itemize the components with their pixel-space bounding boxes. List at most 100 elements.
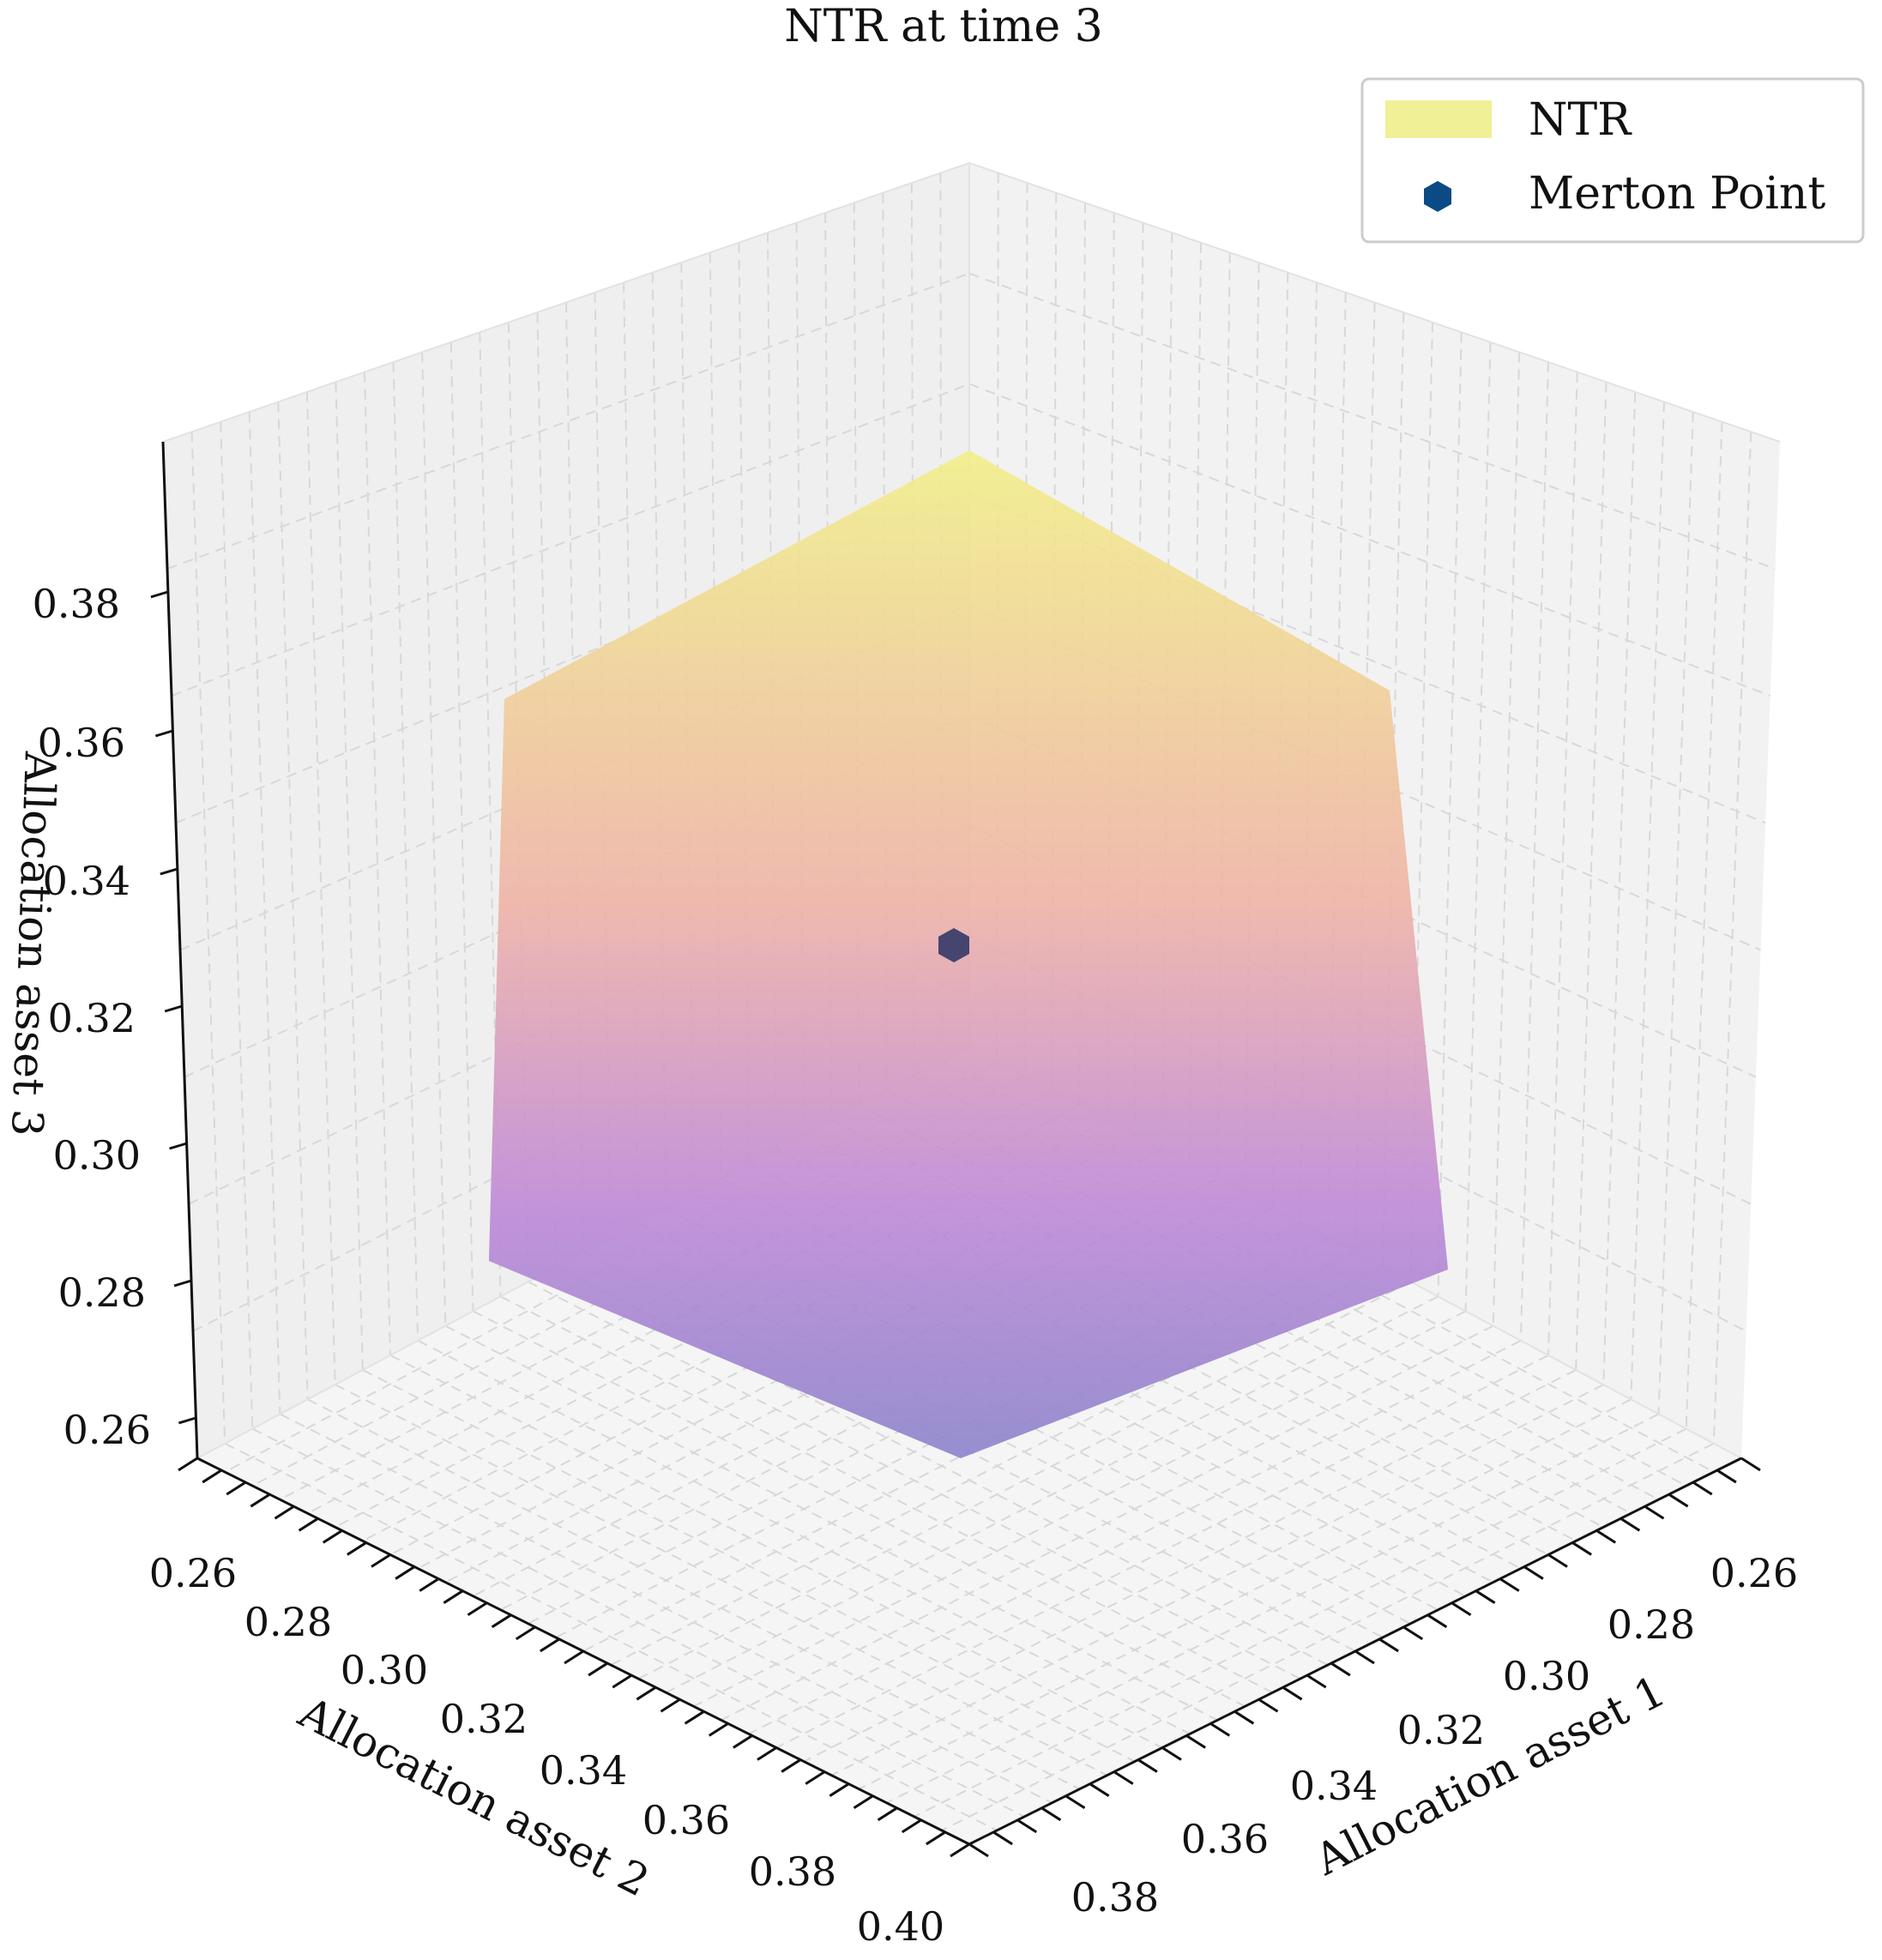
axis-tick xyxy=(250,1493,271,1508)
axis-ticks xyxy=(150,590,1761,1858)
axis-tick xyxy=(1644,1505,1665,1520)
axis-tick xyxy=(419,1577,440,1592)
axis-tick xyxy=(612,1674,633,1689)
axis-tick xyxy=(322,1529,343,1544)
axis-tick xyxy=(829,1782,850,1797)
axis-tick xyxy=(1402,1625,1424,1641)
grid-line xyxy=(479,332,502,1297)
axis-tick xyxy=(708,1722,729,1737)
grid-line xyxy=(389,1354,1163,1749)
grid-line xyxy=(507,322,529,1282)
axis-tick xyxy=(1137,1758,1158,1773)
z-tick-label: 0.32 xyxy=(48,995,136,1041)
axis-tick xyxy=(588,1661,608,1677)
axis-tick xyxy=(347,1541,367,1556)
x-tick-label: 0.38 xyxy=(1071,1874,1159,1921)
axis-tick xyxy=(684,1710,705,1725)
grid-line xyxy=(803,1369,1577,1763)
axis-tick xyxy=(1209,1722,1231,1737)
axis-tick xyxy=(1378,1637,1399,1653)
axis-tick xyxy=(1668,1493,1689,1508)
axis-tick xyxy=(1354,1649,1375,1665)
axis-tick xyxy=(1692,1481,1713,1496)
z-tick-label: 0.28 xyxy=(58,1269,146,1316)
axis-tick xyxy=(781,1758,801,1773)
y-tick-label: 0.30 xyxy=(341,1647,428,1693)
axis-tick xyxy=(805,1770,826,1785)
axis-tick xyxy=(1716,1468,1737,1484)
z-tick-label: 0.30 xyxy=(53,1132,141,1179)
z-tick-label: 0.38 xyxy=(33,581,120,627)
axis-tick xyxy=(178,1456,198,1472)
y-tick-label: 0.40 xyxy=(857,1903,944,1950)
axis-tick xyxy=(660,1698,681,1713)
axis-tick xyxy=(1620,1517,1641,1532)
grid-line xyxy=(1547,371,1578,1356)
grid-line xyxy=(166,272,970,570)
axis-tick xyxy=(150,590,169,599)
axis-tick xyxy=(443,1589,464,1604)
axis-tick xyxy=(636,1686,657,1701)
axis-tick xyxy=(1547,1553,1568,1568)
axis-tick xyxy=(1041,1806,1062,1822)
axis-tick xyxy=(540,1637,560,1653)
axis-tick xyxy=(1451,1601,1472,1617)
grid-line xyxy=(1657,412,1694,1414)
axis-tick xyxy=(178,1416,196,1425)
axis-tick xyxy=(992,1830,1013,1846)
axis-tick xyxy=(1113,1770,1134,1785)
axis-tick xyxy=(1282,1686,1303,1701)
axis-tick xyxy=(1306,1674,1327,1689)
y-tick-labels: 0.26 0.28 0.30 0.32 0.34 0.36 0.38 0.40 xyxy=(149,1550,944,1950)
grid-line xyxy=(224,1442,998,1831)
axis-tick xyxy=(371,1553,391,1568)
axis-tick xyxy=(154,729,173,738)
grid-line xyxy=(528,1281,1301,1680)
grid-line xyxy=(665,1295,1439,1694)
axis-tick xyxy=(1161,1746,1182,1761)
axis-tick xyxy=(395,1565,415,1580)
x-tick-label: 0.28 xyxy=(1608,1601,1695,1648)
grid-line xyxy=(449,341,474,1312)
axis-tick xyxy=(515,1625,536,1641)
grid-line xyxy=(335,382,364,1371)
z-axis-label: Allocation asset 3 xyxy=(2,750,65,1137)
grid-line xyxy=(500,1295,1274,1694)
axis-tick xyxy=(926,1830,946,1846)
grid-line xyxy=(830,1384,1604,1776)
axis-tick xyxy=(164,1004,183,1013)
legend-label-merton-point: Merton Point xyxy=(1529,168,1825,220)
grid-line xyxy=(748,1339,1522,1735)
axis-tick xyxy=(1475,1589,1496,1604)
y-tick-label: 0.28 xyxy=(244,1599,332,1645)
grid-line xyxy=(305,391,336,1385)
axis-tick xyxy=(968,1842,989,1858)
axis-tick xyxy=(901,1818,922,1834)
axis-tick xyxy=(1258,1698,1279,1713)
axis-tick xyxy=(1595,1529,1617,1544)
grid-line xyxy=(886,1413,1660,1804)
grid-line xyxy=(775,1354,1549,1749)
axis-tick xyxy=(173,1279,192,1288)
grid-line xyxy=(941,1442,1715,1831)
axis-tick xyxy=(1499,1577,1520,1592)
axis-tick xyxy=(1234,1710,1255,1725)
x-tick-label: 0.36 xyxy=(1181,1816,1269,1862)
x-tick-label: 0.30 xyxy=(1503,1653,1590,1699)
grid-line xyxy=(1685,421,1723,1429)
grid-line xyxy=(1519,362,1549,1341)
axis-tick xyxy=(564,1649,584,1665)
x-tick-label: 0.32 xyxy=(1397,1707,1485,1753)
axis-tick xyxy=(757,1746,777,1761)
grid-line xyxy=(914,1427,1687,1818)
axis-tick xyxy=(298,1517,319,1532)
axis-tick xyxy=(1089,1782,1110,1797)
legend-patch-ntr xyxy=(1385,100,1492,138)
axis-tick xyxy=(733,1734,753,1749)
axis-tick xyxy=(491,1613,512,1629)
grid-line xyxy=(637,1281,1411,1680)
legend-label-ntr: NTR xyxy=(1529,94,1632,146)
grid-line xyxy=(968,272,1776,570)
grid-line xyxy=(721,1324,1494,1722)
